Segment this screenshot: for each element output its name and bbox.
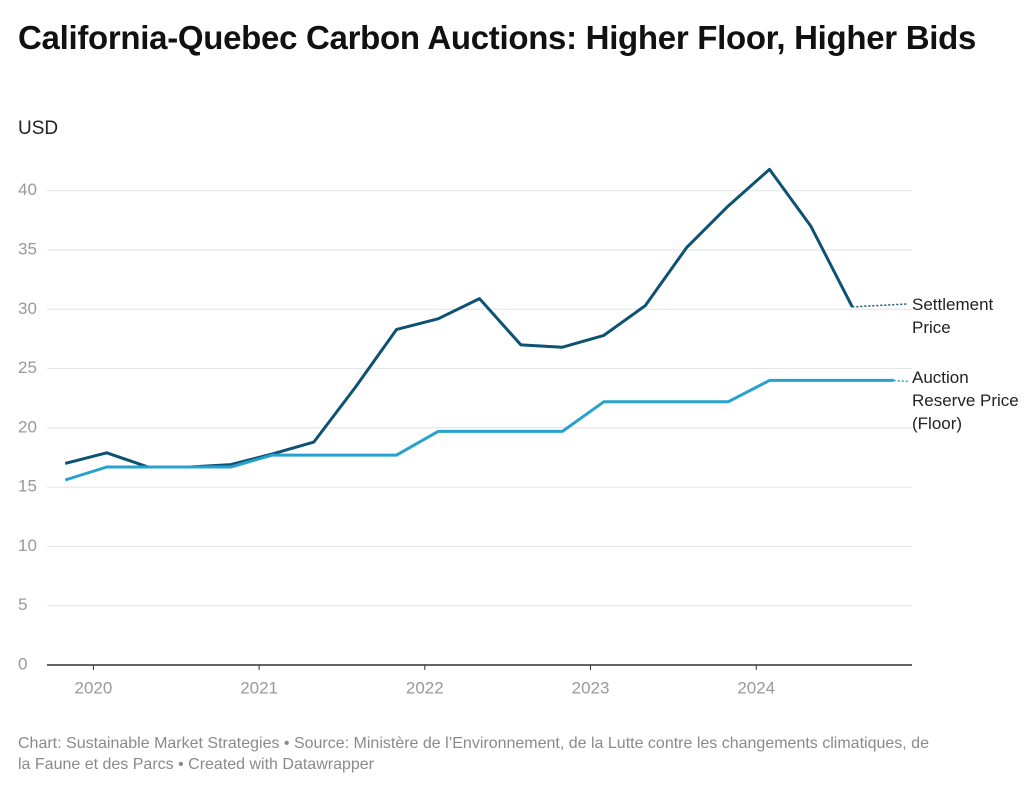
series-label: Auction Reserve Price (Floor) bbox=[912, 368, 1019, 434]
label-connector bbox=[893, 379, 909, 383]
series-label: Settlement Price bbox=[912, 294, 994, 337]
y-tick-label: 15 bbox=[18, 477, 37, 496]
y-axis-label: USD bbox=[18, 118, 59, 139]
x-tick-label: 2022 bbox=[406, 678, 444, 697]
y-tick-label: 25 bbox=[18, 358, 37, 377]
footer: Chart: Sustainable Market Strategies • S… bbox=[18, 735, 929, 773]
y-tick-label: 20 bbox=[18, 417, 37, 436]
series-line bbox=[64, 167, 854, 469]
x-tick-label: 2023 bbox=[572, 678, 610, 697]
y-tick-label: 0 bbox=[18, 654, 27, 673]
chart-title: California-Quebec Carbon Auctions: Highe… bbox=[18, 19, 977, 56]
series-line bbox=[64, 378, 894, 482]
y-tick-label: 40 bbox=[18, 180, 37, 199]
x-tick-label: 2024 bbox=[737, 678, 775, 697]
x-tick-label: 2021 bbox=[240, 678, 278, 697]
y-tick-label: 5 bbox=[18, 595, 27, 614]
y-tick-label: 35 bbox=[18, 239, 37, 258]
y-tick-label: 10 bbox=[18, 536, 37, 555]
y-tick-label: 30 bbox=[18, 299, 37, 318]
label-connector bbox=[852, 303, 909, 308]
x-tick-label: 2020 bbox=[74, 678, 112, 697]
